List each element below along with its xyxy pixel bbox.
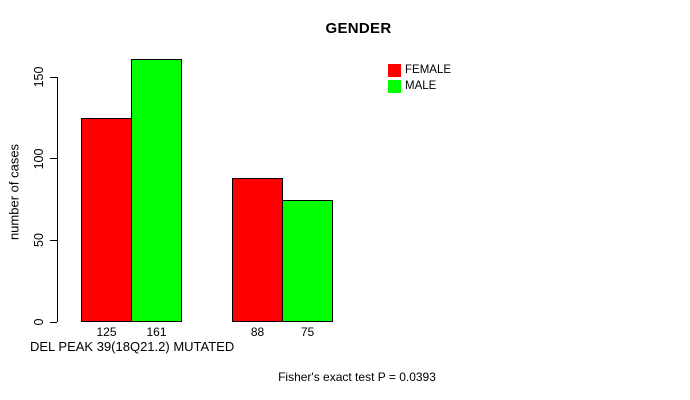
y-tick-label: 150: [32, 66, 46, 88]
y-tick-label: 100: [32, 148, 46, 170]
y-axis-title: number of cases: [6, 143, 22, 241]
bar-value-label: 75: [300, 325, 315, 339]
y-tick-mark: [50, 239, 57, 241]
y-tick-label: 0: [32, 318, 46, 326]
legend-item-male: MALE: [388, 80, 451, 93]
y-axis-line: [57, 77, 58, 322]
legend-label-female: FEMALE: [405, 64, 452, 76]
bar-male-group2: [282, 199, 333, 322]
y-tick-mark: [50, 321, 57, 323]
legend-label-male: MALE: [405, 80, 437, 92]
bar-value-label: 125: [96, 325, 117, 339]
fisher-test-annotation: Fisher's exact test P = 0.0393: [278, 370, 436, 384]
male-color-swatch: [388, 80, 401, 93]
bar-female-group1: [81, 117, 132, 322]
legend-item-female: FEMALE: [388, 64, 451, 77]
chart-title: GENDER: [325, 20, 392, 37]
y-tick-mark: [50, 76, 57, 78]
bar-female-group2: [232, 178, 283, 322]
female-color-swatch: [388, 64, 401, 77]
legend: FEMALE MALE: [388, 64, 451, 96]
bar-value-label: 161: [146, 325, 167, 339]
x-axis-title: DEL PEAK 39(18Q21.2) MUTATED: [30, 339, 235, 354]
bar-value-label: 88: [250, 325, 265, 339]
bar-male-group1: [131, 59, 182, 322]
y-tick-label: 50: [32, 233, 46, 248]
y-tick-mark: [50, 158, 57, 160]
